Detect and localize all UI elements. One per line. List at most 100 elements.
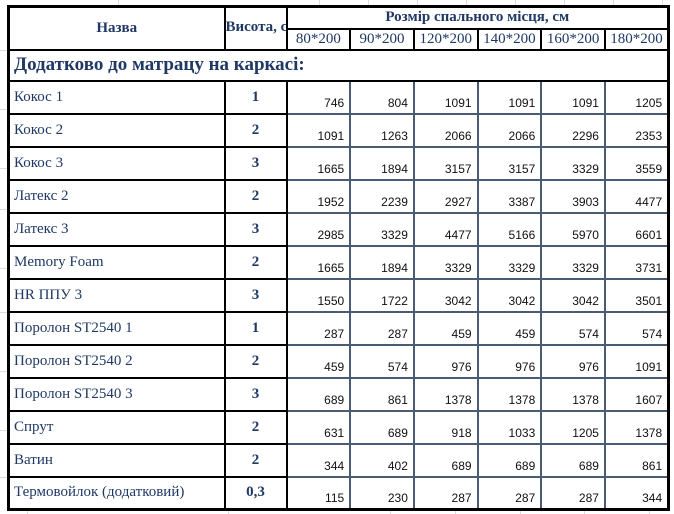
row-price-cell[interactable]: 287: [349, 310, 415, 346]
header-size-80x200[interactable]: 80*200: [285, 27, 352, 51]
row-price-cell[interactable]: 115: [285, 475, 352, 511]
row-height-cell[interactable]: 3: [223, 211, 288, 247]
row-price-cell[interactable]: 2066: [412, 112, 479, 148]
row-price-cell[interactable]: 1894: [349, 145, 415, 181]
header-height[interactable]: Висота, см: [223, 5, 288, 51]
row-price-cell[interactable]: 3157: [476, 145, 543, 181]
row-price-cell[interactable]: 1378: [603, 409, 670, 445]
row-price-cell[interactable]: 344: [603, 475, 670, 511]
section-title[interactable]: Додатково до матрацу на каркасі:: [7, 48, 670, 82]
row-price-cell[interactable]: 3731: [603, 244, 670, 280]
row-price-cell[interactable]: 861: [349, 376, 415, 412]
row-price-cell[interactable]: 1091: [476, 79, 543, 115]
header-size-90x200[interactable]: 90*200: [349, 27, 415, 51]
row-name-cell[interactable]: Кокос 2: [7, 112, 226, 148]
row-height-cell[interactable]: 0,3: [223, 475, 288, 511]
row-name-cell[interactable]: Латекс 2: [7, 178, 226, 214]
row-price-cell[interactable]: 2239: [349, 178, 415, 214]
row-price-cell[interactable]: 976: [412, 343, 479, 379]
row-price-cell[interactable]: 574: [540, 310, 606, 346]
row-name-cell[interactable]: Кокос 3: [7, 145, 226, 181]
row-price-cell[interactable]: 287: [285, 310, 352, 346]
row-price-cell[interactable]: 2296: [540, 112, 606, 148]
row-price-cell[interactable]: 3329: [540, 244, 606, 280]
row-name-cell[interactable]: HR ППУ 3: [7, 277, 226, 313]
row-price-cell[interactable]: 287: [540, 475, 606, 511]
row-price-cell[interactable]: 976: [476, 343, 543, 379]
row-price-cell[interactable]: 402: [349, 442, 415, 478]
row-price-cell[interactable]: 1378: [412, 376, 479, 412]
header-size-180x200[interactable]: 180*200: [603, 27, 670, 51]
row-price-cell[interactable]: 1665: [285, 145, 352, 181]
row-price-cell[interactable]: 1722: [349, 277, 415, 313]
header-size-160x200[interactable]: 160*200: [540, 27, 606, 51]
row-price-cell[interactable]: 689: [540, 442, 606, 478]
row-price-cell[interactable]: 230: [349, 475, 415, 511]
row-price-cell[interactable]: 1665: [285, 244, 352, 280]
row-height-cell[interactable]: 3: [223, 277, 288, 313]
row-name-cell[interactable]: Ватин: [7, 442, 226, 478]
row-price-cell[interactable]: 3042: [476, 277, 543, 313]
row-price-cell[interactable]: 631: [285, 409, 352, 445]
row-price-cell[interactable]: 2066: [476, 112, 543, 148]
row-name-cell[interactable]: Термовойлок (додатковий): [7, 475, 226, 511]
row-price-cell[interactable]: 3157: [412, 145, 479, 181]
row-price-cell[interactable]: 1550: [285, 277, 352, 313]
row-height-cell[interactable]: 1: [223, 79, 288, 115]
row-name-cell[interactable]: Memory Foam: [7, 244, 226, 280]
row-price-cell[interactable]: 3501: [603, 277, 670, 313]
row-price-cell[interactable]: 861: [603, 442, 670, 478]
row-price-cell[interactable]: 3329: [476, 244, 543, 280]
row-price-cell[interactable]: 1205: [603, 79, 670, 115]
row-price-cell[interactable]: 287: [476, 475, 543, 511]
row-price-cell[interactable]: 5166: [476, 211, 543, 247]
row-height-cell[interactable]: 3: [223, 145, 288, 181]
row-price-cell[interactable]: 3387: [476, 178, 543, 214]
row-height-cell[interactable]: 3: [223, 376, 288, 412]
row-price-cell[interactable]: 689: [349, 409, 415, 445]
row-price-cell[interactable]: 287: [412, 475, 479, 511]
row-price-cell[interactable]: 4477: [412, 211, 479, 247]
row-price-cell[interactable]: 3903: [540, 178, 606, 214]
row-price-cell[interactable]: 459: [412, 310, 479, 346]
row-price-cell[interactable]: 1607: [603, 376, 670, 412]
row-price-cell[interactable]: 3329: [412, 244, 479, 280]
row-height-cell[interactable]: 2: [223, 409, 288, 445]
row-price-cell[interactable]: 1091: [412, 79, 479, 115]
row-price-cell[interactable]: 2353: [603, 112, 670, 148]
row-price-cell[interactable]: 1894: [349, 244, 415, 280]
row-price-cell[interactable]: 459: [476, 310, 543, 346]
row-name-cell[interactable]: Латекс 3: [7, 211, 226, 247]
row-price-cell[interactable]: 6601: [603, 211, 670, 247]
row-height-cell[interactable]: 2: [223, 178, 288, 214]
row-price-cell[interactable]: 689: [285, 376, 352, 412]
header-name[interactable]: Назва: [7, 5, 226, 51]
row-price-cell[interactable]: 2927: [412, 178, 479, 214]
row-height-cell[interactable]: 2: [223, 244, 288, 280]
row-price-cell[interactable]: 3329: [349, 211, 415, 247]
row-price-cell[interactable]: 3559: [603, 145, 670, 181]
row-price-cell[interactable]: 746: [285, 79, 352, 115]
row-price-cell[interactable]: 1033: [476, 409, 543, 445]
row-price-cell[interactable]: 804: [349, 79, 415, 115]
row-price-cell[interactable]: 3042: [412, 277, 479, 313]
row-price-cell[interactable]: 689: [476, 442, 543, 478]
row-price-cell[interactable]: 976: [540, 343, 606, 379]
row-price-cell[interactable]: 1378: [540, 376, 606, 412]
row-price-cell[interactable]: 344: [285, 442, 352, 478]
row-price-cell[interactable]: 689: [412, 442, 479, 478]
row-price-cell[interactable]: 1091: [540, 79, 606, 115]
row-height-cell[interactable]: 2: [223, 112, 288, 148]
row-height-cell[interactable]: 2: [223, 343, 288, 379]
row-name-cell[interactable]: Поролон ST2540 3: [7, 376, 226, 412]
row-height-cell[interactable]: 2: [223, 442, 288, 478]
row-price-cell[interactable]: 1205: [540, 409, 606, 445]
header-size-120x200[interactable]: 120*200: [412, 27, 479, 51]
header-size-group[interactable]: Розмір спального місця, см: [285, 5, 670, 30]
row-price-cell[interactable]: 1378: [476, 376, 543, 412]
row-name-cell[interactable]: Поролон ST2540 1: [7, 310, 226, 346]
row-price-cell[interactable]: 1263: [349, 112, 415, 148]
row-price-cell[interactable]: 3329: [540, 145, 606, 181]
row-price-cell[interactable]: 574: [349, 343, 415, 379]
row-price-cell[interactable]: 2985: [285, 211, 352, 247]
